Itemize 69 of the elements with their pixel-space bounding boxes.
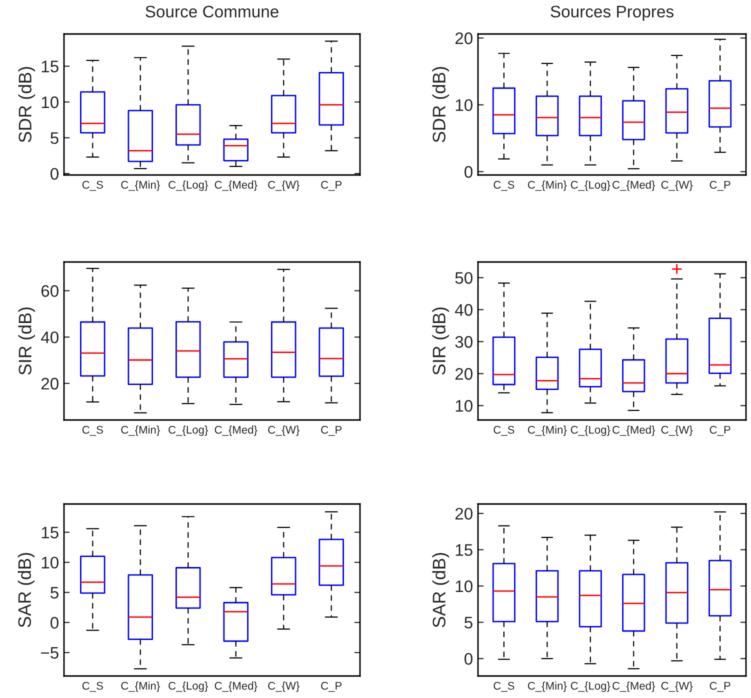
x-tick-label: C_{Log} bbox=[168, 180, 208, 191]
chart-title: Sources Propres bbox=[550, 6, 674, 21]
y-tick-label: 15 bbox=[456, 544, 472, 556]
x-tick-label: C_{Log} bbox=[168, 426, 208, 436]
x-tick-label: C_P bbox=[321, 180, 342, 191]
y-tick-label: 5 bbox=[50, 586, 58, 599]
x-tick-label: C_P bbox=[710, 426, 730, 436]
y-tick-label: 20 bbox=[455, 508, 472, 520]
x-tick-label: C_P bbox=[321, 426, 342, 436]
y-tick-label: 0 bbox=[464, 652, 472, 665]
y-tick-label: 30 bbox=[455, 336, 472, 348]
y-axis-title: SDR (dB) bbox=[18, 66, 36, 142]
y-tick-label: 0 bbox=[50, 168, 58, 180]
x-tick-label: C_{W} bbox=[268, 180, 300, 191]
x-tick-label: C_S bbox=[494, 426, 514, 436]
y-tick-label: 10 bbox=[456, 580, 472, 592]
y-tick-label: 60 bbox=[41, 285, 58, 297]
y-tick-label: 40 bbox=[454, 304, 472, 316]
x-tick-label: C_P bbox=[710, 682, 730, 692]
x-tick-label: C_{Med} bbox=[612, 180, 656, 191]
x-tick-label: C_S bbox=[82, 180, 103, 191]
x-tick-label: C_S bbox=[82, 426, 103, 436]
x-tick-label: C_{Min} bbox=[121, 682, 160, 692]
y-tick-label: 10 bbox=[456, 99, 472, 112]
x-tick-label: C_{W} bbox=[268, 426, 300, 436]
x-tick-label: C_{Med} bbox=[612, 682, 656, 692]
y-axis-title: SIR (dB) bbox=[18, 308, 36, 375]
x-tick-label: C_{Med} bbox=[612, 426, 656, 436]
x-tick-label: C_S bbox=[82, 682, 103, 692]
y-tick-label: 50 bbox=[455, 272, 472, 284]
x-tick-label: C_{W} bbox=[661, 426, 693, 436]
y-tick-label: 20 bbox=[41, 378, 58, 390]
y-tick-label: 5 bbox=[50, 132, 58, 144]
y-tick-label: 15 bbox=[42, 526, 58, 538]
x-tick-label: C_{Log} bbox=[570, 426, 610, 436]
y-tick-label: 10 bbox=[42, 96, 58, 108]
x-tick-label: C_P bbox=[710, 180, 730, 191]
y-axis-title: SDR (dB) bbox=[432, 66, 450, 142]
x-tick-label: C_S bbox=[494, 682, 514, 692]
x-tick-label: C_{Log} bbox=[570, 180, 610, 191]
y-tick-label: 0 bbox=[464, 166, 472, 178]
x-tick-label: C_{Log} bbox=[168, 682, 208, 692]
y-tick-label: 5 bbox=[464, 616, 472, 628]
y-tick-label: 0 bbox=[50, 616, 58, 629]
y-axis-title: SAR (dB) bbox=[432, 552, 450, 628]
x-tick-label: C_P bbox=[321, 682, 342, 692]
y-tick-label: 40 bbox=[40, 331, 58, 344]
y-tick-label: 10 bbox=[456, 400, 472, 412]
y-axis-title: SAR (dB) bbox=[18, 552, 35, 628]
x-tick-label: C_{Med} bbox=[214, 682, 258, 692]
x-tick-label: C_{Min} bbox=[528, 426, 567, 436]
x-tick-label: C_{Med} bbox=[214, 180, 258, 191]
x-tick-label: C_S bbox=[494, 180, 514, 191]
x-tick-label: C_{W} bbox=[661, 180, 693, 191]
chart-title: Source Commune bbox=[146, 6, 278, 18]
x-tick-label: C_{Med} bbox=[214, 426, 258, 436]
x-tick-label: C_{Min} bbox=[121, 180, 160, 191]
x-tick-label: C_{Min} bbox=[121, 426, 160, 436]
y-tick-label: 10 bbox=[42, 556, 58, 569]
x-tick-label: C_{Min} bbox=[528, 682, 567, 692]
x-tick-label: C_{W} bbox=[268, 682, 300, 692]
y-tick-label: 15 bbox=[42, 60, 58, 72]
x-tick-label: C_{W} bbox=[661, 682, 693, 692]
y-tick-label: 20 bbox=[455, 368, 472, 380]
x-tick-label: C_{Min} bbox=[528, 180, 567, 191]
x-tick-label: C_{Log} bbox=[570, 682, 610, 692]
y-axis-title: SIR (dB) bbox=[432, 308, 450, 375]
y-tick-label: −5 bbox=[40, 647, 58, 659]
y-tick-label: 20 bbox=[455, 32, 472, 44]
